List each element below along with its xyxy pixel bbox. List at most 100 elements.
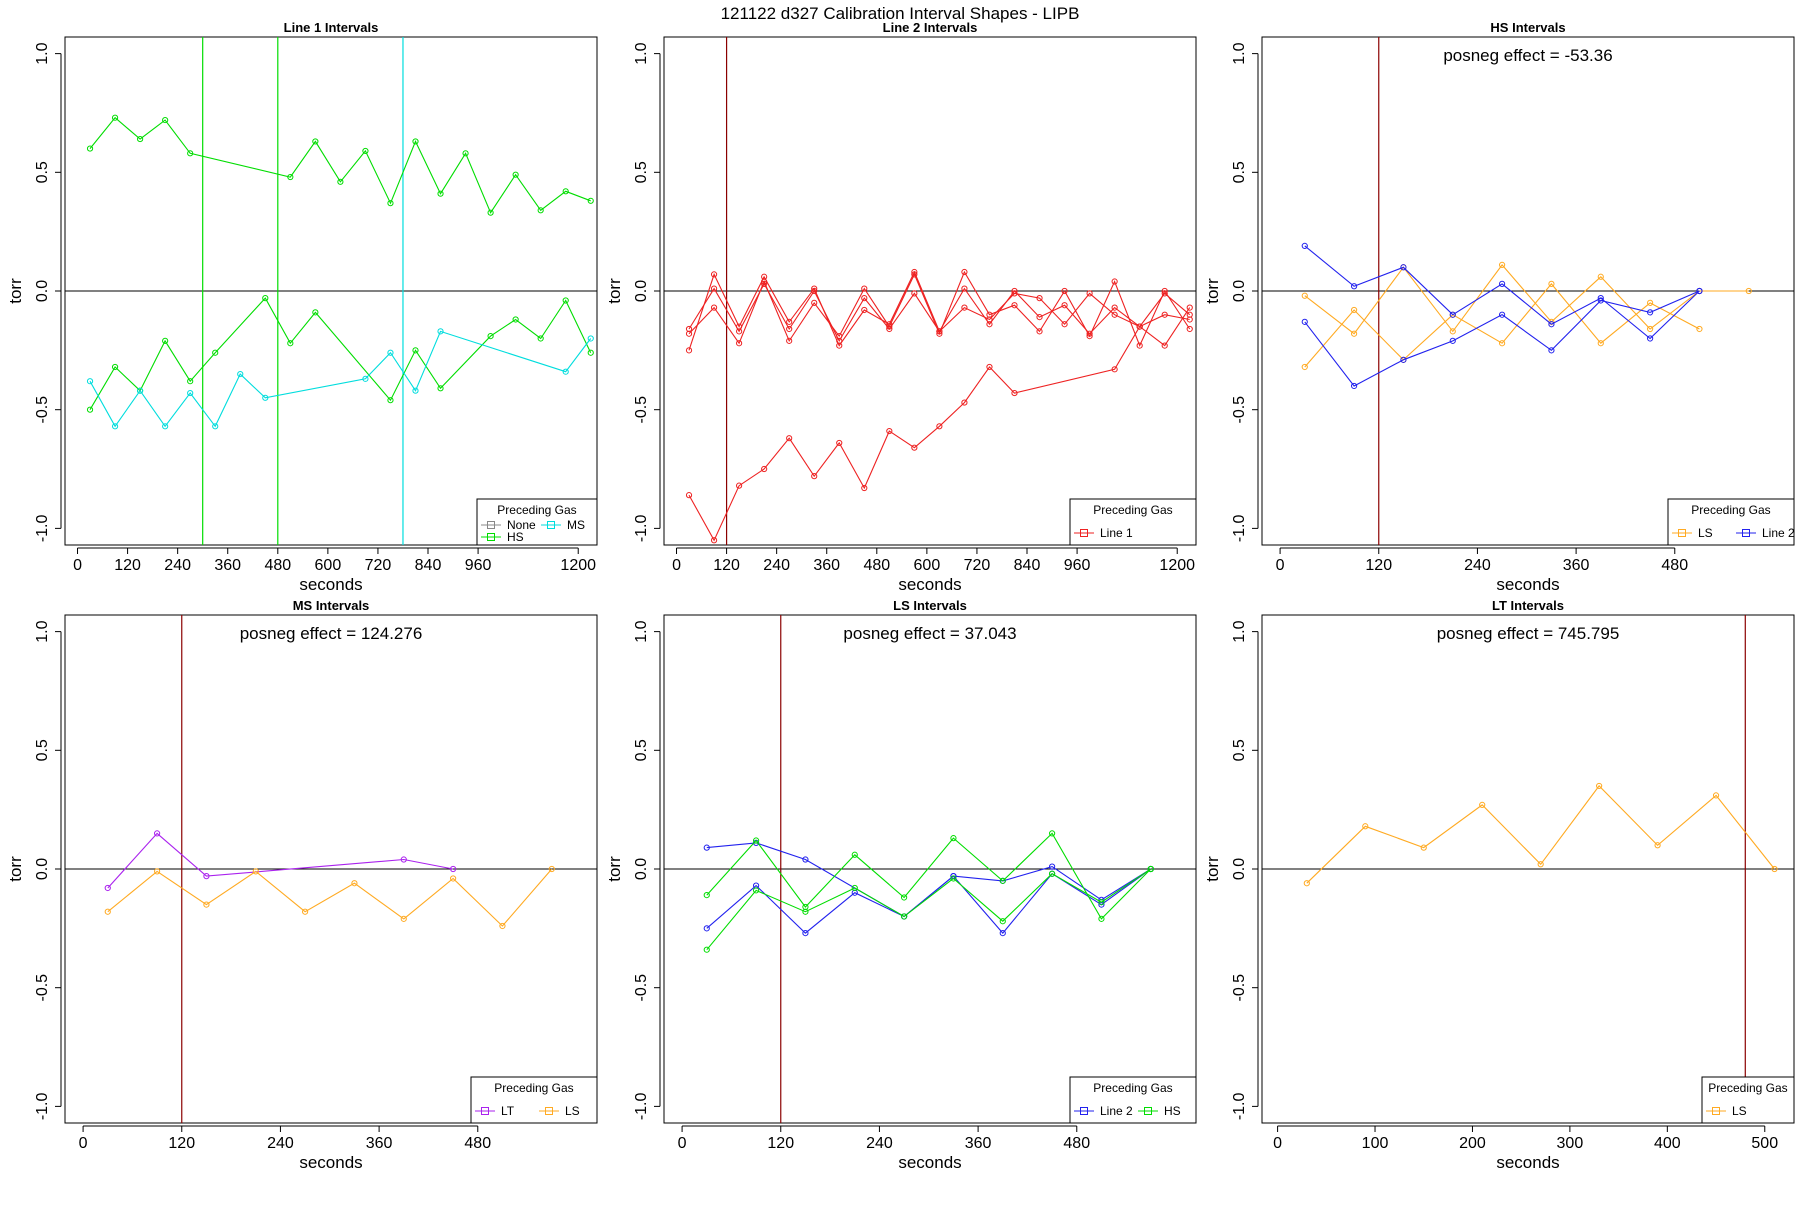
data-point bbox=[1350, 330, 1358, 337]
legend-title: Preceding Gas bbox=[1691, 503, 1770, 517]
data-point bbox=[1161, 287, 1168, 295]
data-point bbox=[1111, 304, 1118, 311]
x-tick-label: 360 bbox=[813, 557, 840, 574]
data-point bbox=[487, 333, 494, 340]
data-point bbox=[861, 285, 868, 292]
x-tick-label: 360 bbox=[1563, 557, 1590, 574]
y-tick-label: 1.0 bbox=[34, 620, 51, 642]
data-point bbox=[685, 325, 693, 333]
data-point bbox=[512, 171, 519, 178]
data-point bbox=[1049, 863, 1056, 870]
y-tick-label: 0.5 bbox=[633, 161, 650, 183]
x-tick-label: 720 bbox=[365, 557, 392, 574]
data-point bbox=[685, 347, 693, 354]
x-tick-label: 240 bbox=[1464, 557, 1491, 574]
series-line-hs bbox=[89, 297, 592, 410]
legend: Preceding Gas LT LS bbox=[470, 1076, 598, 1124]
data-point bbox=[761, 280, 768, 287]
data-point bbox=[362, 375, 369, 382]
data-point bbox=[1111, 311, 1118, 318]
data-point bbox=[802, 929, 809, 937]
legend-label-lt: LT bbox=[501, 1104, 515, 1118]
data-point bbox=[587, 349, 594, 356]
legend-box bbox=[1069, 1076, 1197, 1124]
data-point bbox=[412, 347, 419, 354]
x-tick-label: 120 bbox=[713, 557, 740, 574]
data-point bbox=[162, 337, 169, 344]
data-point bbox=[703, 892, 710, 899]
legend-swatch-marker bbox=[1678, 529, 1686, 537]
legend-swatch-marker bbox=[545, 1107, 553, 1115]
x-tick-label: 600 bbox=[315, 557, 342, 574]
series-line-line-2 bbox=[1304, 245, 1700, 340]
data-point bbox=[111, 363, 119, 371]
data-point bbox=[262, 394, 269, 401]
series-line-hs bbox=[706, 868, 1152, 951]
data-point bbox=[362, 147, 369, 155]
data-point bbox=[1498, 340, 1506, 347]
data-point bbox=[851, 851, 858, 858]
data-point bbox=[710, 304, 718, 311]
series-line-line-2 bbox=[706, 842, 1152, 918]
data-point bbox=[802, 856, 809, 863]
panel-title: HS Intervals bbox=[1490, 20, 1565, 35]
data-point bbox=[703, 925, 710, 932]
data-point bbox=[851, 884, 858, 892]
data-point bbox=[562, 297, 569, 304]
data-point bbox=[786, 318, 793, 325]
data-point bbox=[1350, 306, 1358, 314]
data-point bbox=[104, 884, 111, 892]
series-line-lt bbox=[107, 832, 454, 889]
data-point bbox=[861, 484, 868, 492]
data-point bbox=[1061, 302, 1068, 309]
x-axis-label: seconds bbox=[299, 1153, 362, 1172]
data-point bbox=[1086, 333, 1093, 340]
legend-swatch-marker bbox=[1712, 1107, 1720, 1115]
y-tick-label: -0.5 bbox=[34, 396, 51, 424]
data-point bbox=[1479, 801, 1486, 809]
data-point bbox=[1186, 304, 1193, 311]
x-tick-label: 120 bbox=[168, 1135, 195, 1152]
x-tick-label: 100 bbox=[1362, 1135, 1389, 1152]
x-tick-label: 1200 bbox=[560, 557, 596, 574]
legend: Preceding Gas Line 2 HS bbox=[1069, 1076, 1197, 1124]
series-line-ls bbox=[107, 868, 553, 927]
data-point bbox=[337, 178, 344, 185]
data-point bbox=[287, 340, 294, 347]
data-point bbox=[387, 200, 394, 207]
legend-box bbox=[1701, 1076, 1795, 1124]
data-point bbox=[811, 287, 818, 295]
x-tick-label: 840 bbox=[415, 557, 442, 574]
data-point bbox=[1449, 311, 1456, 318]
x-tick-label: 360 bbox=[965, 1135, 992, 1152]
data-point bbox=[212, 349, 219, 356]
panel-title: LT Intervals bbox=[1492, 598, 1564, 613]
data-point bbox=[861, 295, 868, 302]
y-axis-label: torr bbox=[1203, 278, 1222, 304]
data-point bbox=[1696, 325, 1703, 333]
data-point bbox=[900, 894, 908, 901]
x-tick-label: 0 bbox=[73, 557, 82, 574]
data-point bbox=[786, 435, 793, 442]
data-point bbox=[786, 337, 793, 344]
data-point bbox=[836, 337, 843, 344]
legend-box bbox=[470, 1076, 598, 1124]
y-tick-label: 0.0 bbox=[34, 858, 51, 880]
data-point bbox=[212, 423, 219, 430]
data-point bbox=[986, 316, 993, 323]
data-point bbox=[710, 271, 718, 278]
x-tick-label: 120 bbox=[114, 557, 141, 574]
panel-title: LS Intervals bbox=[893, 598, 967, 613]
panel-title: MS Intervals bbox=[293, 598, 370, 613]
data-point bbox=[1597, 273, 1604, 280]
x-tick-label: 480 bbox=[464, 1135, 491, 1152]
data-point bbox=[450, 875, 457, 882]
y-tick-label: -1.0 bbox=[1231, 515, 1248, 543]
x-axis-label: seconds bbox=[898, 1153, 961, 1172]
data-point bbox=[1301, 318, 1308, 325]
x-tick-label: 240 bbox=[164, 557, 191, 574]
data-point bbox=[703, 946, 710, 953]
data-point bbox=[1745, 287, 1752, 295]
legend: Preceding Gas LS Line 2 bbox=[1667, 498, 1795, 546]
data-point bbox=[911, 444, 918, 451]
